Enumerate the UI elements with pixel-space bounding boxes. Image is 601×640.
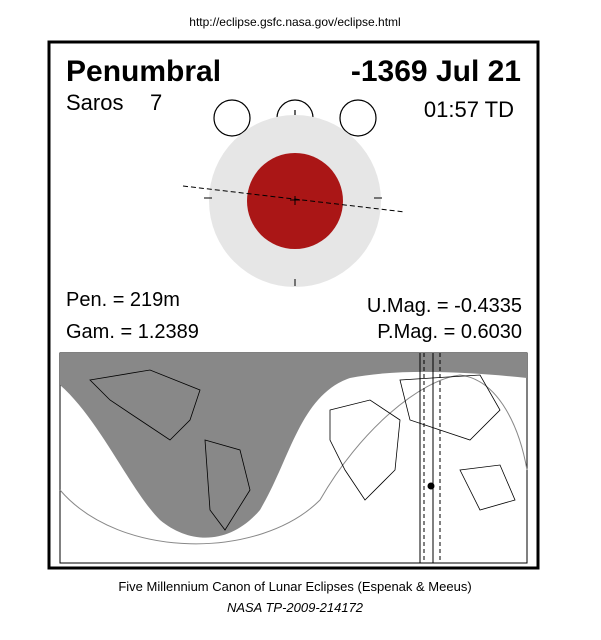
penumbral-magnitude: P.Mag. = 0.6030 [377, 321, 522, 343]
eclipse-date: -1369 Jul 21 [351, 55, 521, 88]
umbral-magnitude: U.Mag. = -0.4335 [367, 295, 522, 317]
saros-label: Saros [66, 90, 123, 115]
pen-duration: Pen. = 219m [66, 289, 180, 311]
footer-title: Five Millennium Canon of Lunar Eclipses … [118, 579, 471, 594]
eclipse-type: Penumbral [66, 55, 221, 88]
footer-reference: NASA TP-2009-214172 [227, 600, 364, 615]
eclipse-time: 01:57 TD [424, 97, 514, 122]
gamma: Gam. = 1.2389 [66, 321, 199, 343]
world-map [59, 352, 528, 564]
axes [182, 185, 406, 286]
saros-number: 7 [150, 90, 162, 115]
url: http://eclipse.gsfc.nasa.gov/eclipse.htm… [189, 15, 400, 29]
